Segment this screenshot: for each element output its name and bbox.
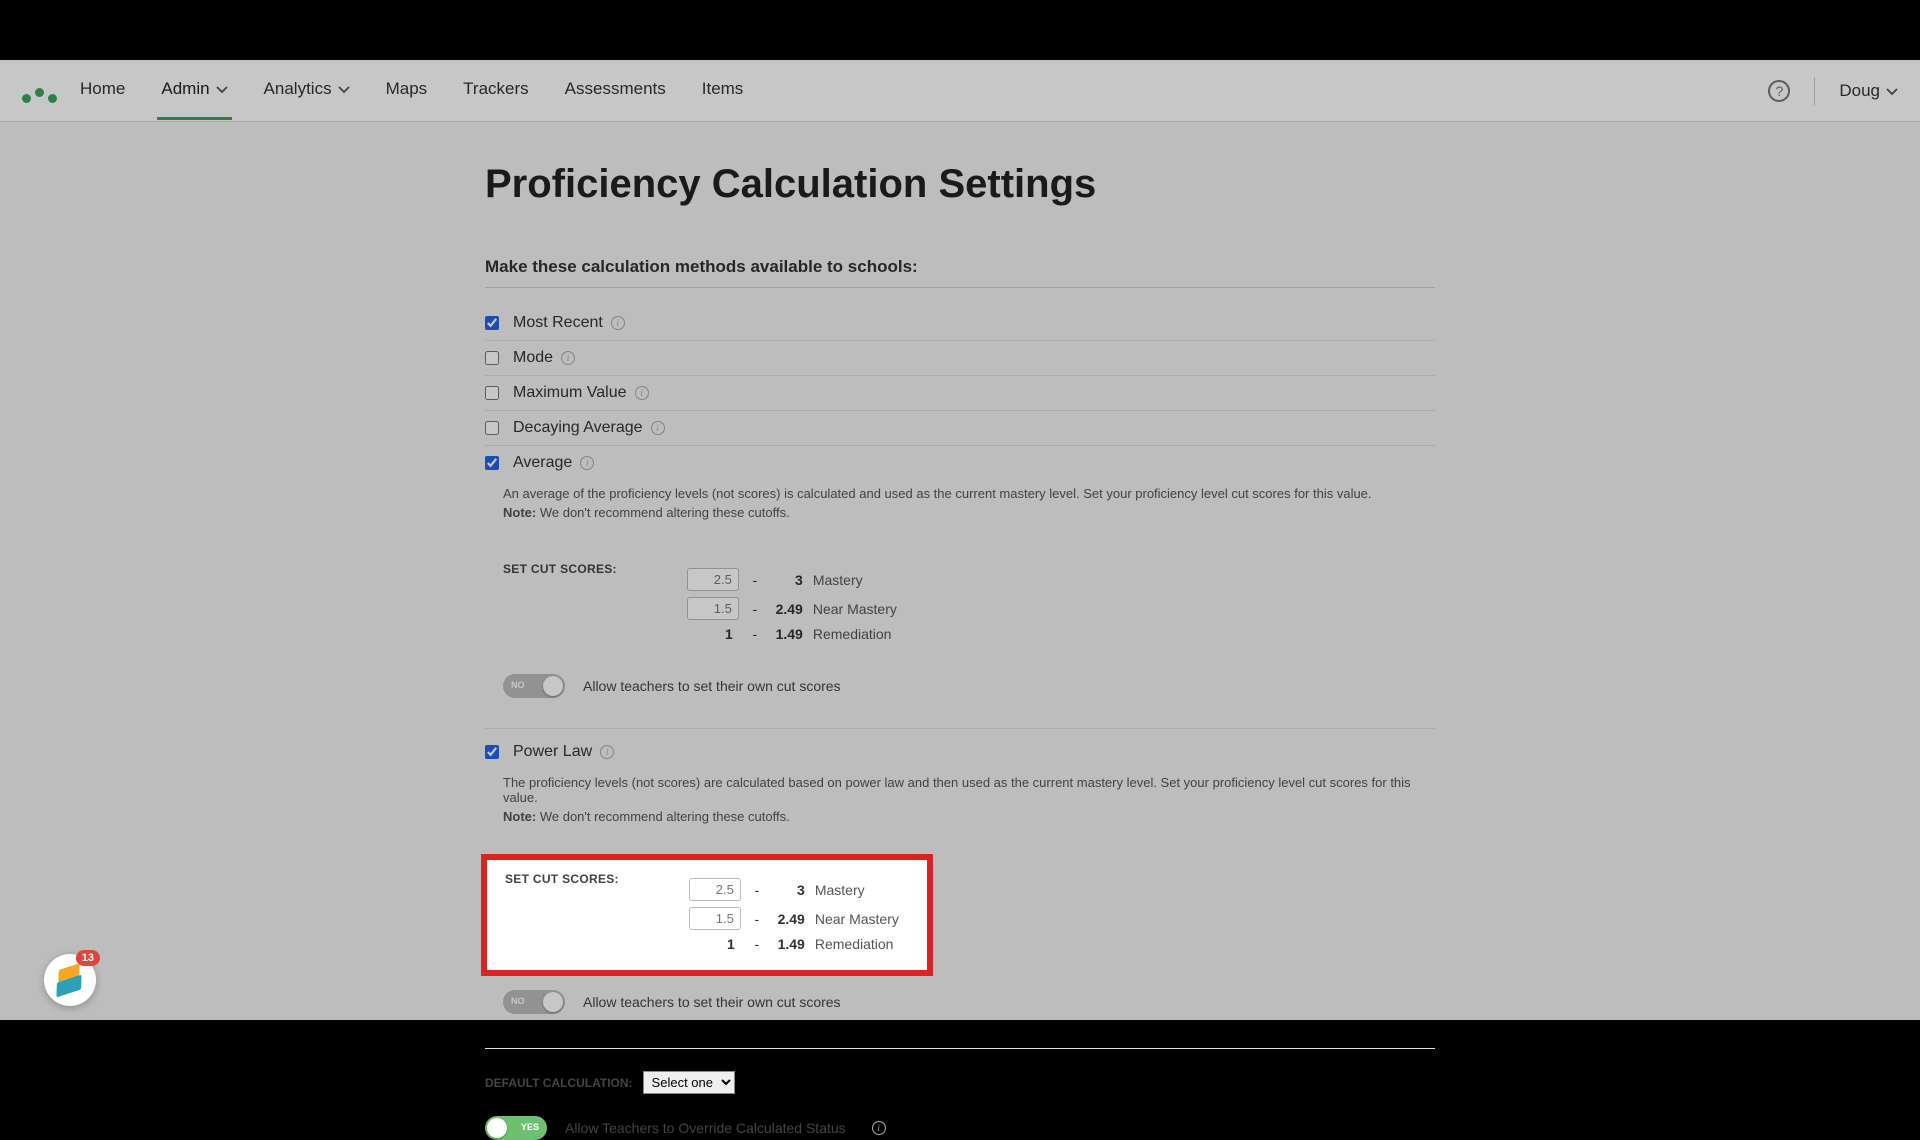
nav-maps[interactable]: Maps <box>382 61 432 120</box>
info-icon[interactable]: i <box>611 316 625 330</box>
floating-help-widget[interactable]: 13 <box>44 954 96 1006</box>
cut-level-avg-2: Remediation <box>813 626 897 642</box>
toggle-allow-teachers-avg[interactable]: NO <box>503 674 565 698</box>
toggle-allow-teachers-pl[interactable]: NO <box>503 990 565 1014</box>
cut-high-pl-1: 2.49 <box>773 907 805 930</box>
default-calc-label: DEFAULT CALCULATION: <box>485 1076 633 1090</box>
cut-low-avg-2: 1 <box>687 626 739 642</box>
nav-admin[interactable]: Admin <box>157 61 231 120</box>
cut-level-pl-0: Mastery <box>815 878 899 901</box>
divider <box>1814 77 1815 105</box>
label-decaying-avg: Decaying Average <box>513 419 643 437</box>
default-calc-select[interactable]: Select one <box>643 1071 735 1094</box>
cut-level-pl-1: Near Mastery <box>815 907 899 930</box>
info-icon[interactable]: i <box>635 386 649 400</box>
cut-scores-label: SET CUT SCORES: <box>503 562 617 576</box>
method-power-law[interactable]: Power Law i <box>485 728 1435 769</box>
cut-input-avg-0-low[interactable] <box>687 568 739 591</box>
label-most-recent: Most Recent <box>513 314 603 332</box>
cut-level-pl-2: Remediation <box>815 936 899 952</box>
chevron-down-icon <box>1886 81 1898 101</box>
info-icon[interactable]: i <box>580 456 594 470</box>
toggle-label-pl: Allow teachers to set their own cut scor… <box>583 994 841 1010</box>
cut-scores-power-law-highlighted: SET CUT SCORES: - 3 Mastery - 2.49 Near … <box>481 854 933 976</box>
checkbox-max-value[interactable] <box>485 386 499 400</box>
cut-input-pl-1-low[interactable] <box>689 907 741 930</box>
toggle-row-override: YES Allow Teachers to Override Calculate… <box>485 1116 1435 1140</box>
toggle-allow-override[interactable]: YES <box>485 1116 547 1140</box>
nav-items[interactable]: Items <box>698 61 748 120</box>
cut-low-pl-2: 1 <box>689 936 741 952</box>
average-description: An average of the proficiency levels (no… <box>485 480 1435 532</box>
main-content: Proficiency Calculation Settings Make th… <box>485 122 1435 1140</box>
cut-high-pl-2: 1.49 <box>773 936 805 952</box>
cut-scores-label: SET CUT SCORES: <box>491 872 619 886</box>
cut-scores-average: SET CUT SCORES: - 3 Mastery - 2.49 Near … <box>485 550 1435 660</box>
toggle-row-pl: NO Allow teachers to set their own cut s… <box>485 990 1435 1014</box>
section-intro: Make these calculation methods available… <box>485 257 1435 288</box>
method-max-value[interactable]: Maximum Value i <box>485 376 1435 411</box>
checkbox-power-law[interactable] <box>485 745 499 759</box>
top-navigation: Home Admin Analytics Maps Trackers Asses… <box>0 60 1920 122</box>
widget-badge: 13 <box>76 950 100 966</box>
user-menu[interactable]: Doug <box>1839 81 1898 101</box>
checkbox-most-recent[interactable] <box>485 316 499 330</box>
cut-high-pl-0: 3 <box>773 878 805 901</box>
cut-level-avg-0: Mastery <box>813 568 897 591</box>
cut-input-pl-0-low[interactable] <box>689 878 741 901</box>
info-icon[interactable]: i <box>561 351 575 365</box>
cut-high-avg-0: 3 <box>771 568 803 591</box>
label-max-value: Maximum Value <box>513 384 627 402</box>
cut-high-avg-2: 1.49 <box>771 626 803 642</box>
method-average[interactable]: Average i <box>485 446 1435 480</box>
label-mode: Mode <box>513 349 553 367</box>
cut-high-avg-1: 2.49 <box>771 597 803 620</box>
method-most-recent[interactable]: Most Recent i <box>485 306 1435 341</box>
method-mode[interactable]: Mode i <box>485 341 1435 376</box>
toggle-label-avg: Allow teachers to set their own cut scor… <box>583 678 841 694</box>
toggle-label-override: Allow Teachers to Override Calculated St… <box>565 1120 846 1136</box>
checkbox-average[interactable] <box>485 456 499 470</box>
power-law-description: The proficiency levels (not scores) are … <box>485 769 1435 836</box>
info-icon[interactable]: i <box>600 745 614 759</box>
nav-analytics[interactable]: Analytics <box>260 61 354 120</box>
nav-trackers[interactable]: Trackers <box>459 61 533 120</box>
checkbox-mode[interactable] <box>485 351 499 365</box>
label-average: Average <box>513 454 572 472</box>
cut-input-avg-1-low[interactable] <box>687 597 739 620</box>
toggle-row-avg: NO Allow teachers to set their own cut s… <box>485 674 1435 698</box>
label-power-law: Power Law <box>513 743 592 761</box>
method-decaying-avg[interactable]: Decaying Average i <box>485 411 1435 446</box>
info-icon[interactable]: i <box>651 421 665 435</box>
nav-home[interactable]: Home <box>76 61 129 120</box>
cut-level-avg-1: Near Mastery <box>813 597 897 620</box>
chevron-down-icon <box>216 79 228 99</box>
help-icon[interactable]: ? <box>1768 80 1790 102</box>
info-icon[interactable]: i <box>872 1121 886 1135</box>
nav-assessments[interactable]: Assessments <box>561 61 670 120</box>
page-title: Proficiency Calculation Settings <box>485 162 1435 207</box>
chevron-down-icon <box>338 79 350 99</box>
default-calculation-row: DEFAULT CALCULATION: Select one <box>485 1071 1435 1094</box>
brand-logo[interactable] <box>22 79 58 103</box>
checkbox-decaying-avg[interactable] <box>485 421 499 435</box>
